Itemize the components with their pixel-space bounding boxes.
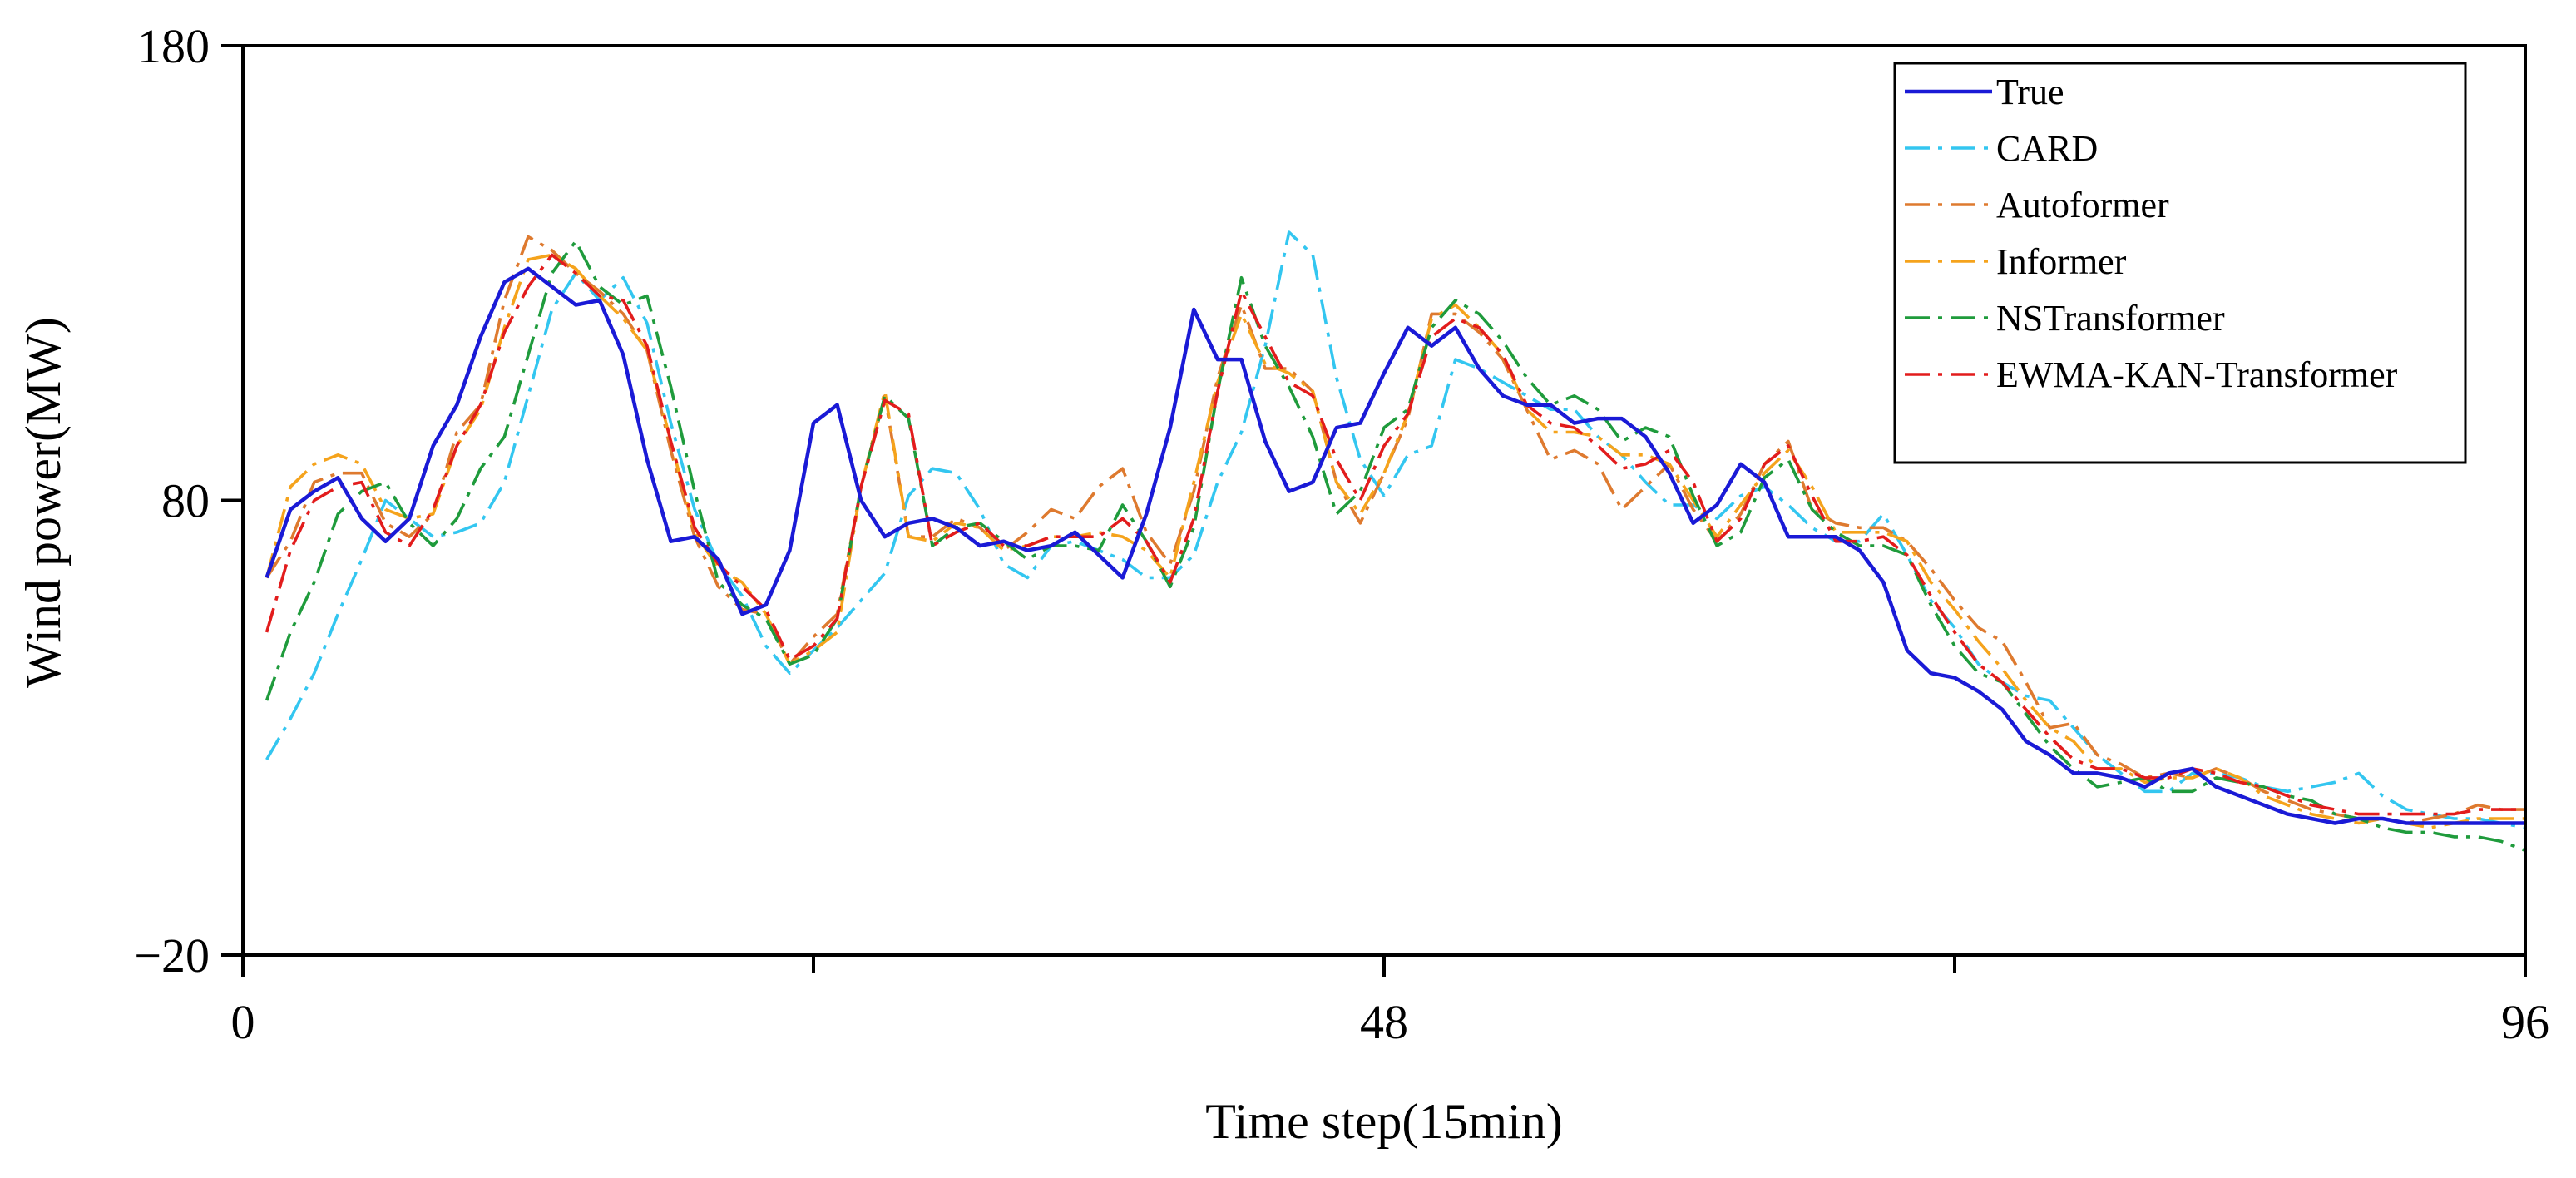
legend-label: EWMA-KAN-Transformer bbox=[1996, 354, 2398, 395]
x-tick-label: 96 bbox=[2501, 995, 2549, 1049]
legend-label: CARD bbox=[1996, 128, 2098, 169]
series-layer bbox=[265, 230, 2526, 852]
tick-layer: 0 48 96 −20 80 180 bbox=[134, 19, 2549, 1049]
y-axis-title: Wind power(MW) bbox=[16, 317, 71, 688]
x-tick-label: 48 bbox=[1360, 995, 1408, 1049]
series-line-true bbox=[265, 266, 2525, 825]
legend-box bbox=[1893, 62, 2467, 464]
legend-label: NSTransformer bbox=[1996, 298, 2225, 339]
series-line-card bbox=[265, 230, 2526, 829]
legend-label: Informer bbox=[1996, 241, 2127, 282]
legend: True CARD Autoformer Informer NSTransformer E… bbox=[1893, 62, 2467, 464]
legend-label: True bbox=[1996, 72, 2064, 112]
legend-label: Autoformer bbox=[1996, 185, 2169, 225]
y-tick-label: 180 bbox=[137, 19, 210, 73]
series-line-ewma-kan-transformer bbox=[265, 253, 2525, 816]
y-tick-label: 80 bbox=[161, 474, 210, 528]
series-line-nstransformer bbox=[265, 240, 2526, 852]
y-tick-label: −20 bbox=[134, 928, 210, 982]
x-axis-title: Time step(15min) bbox=[1205, 1094, 1562, 1149]
x-tick-label: 0 bbox=[231, 995, 255, 1049]
